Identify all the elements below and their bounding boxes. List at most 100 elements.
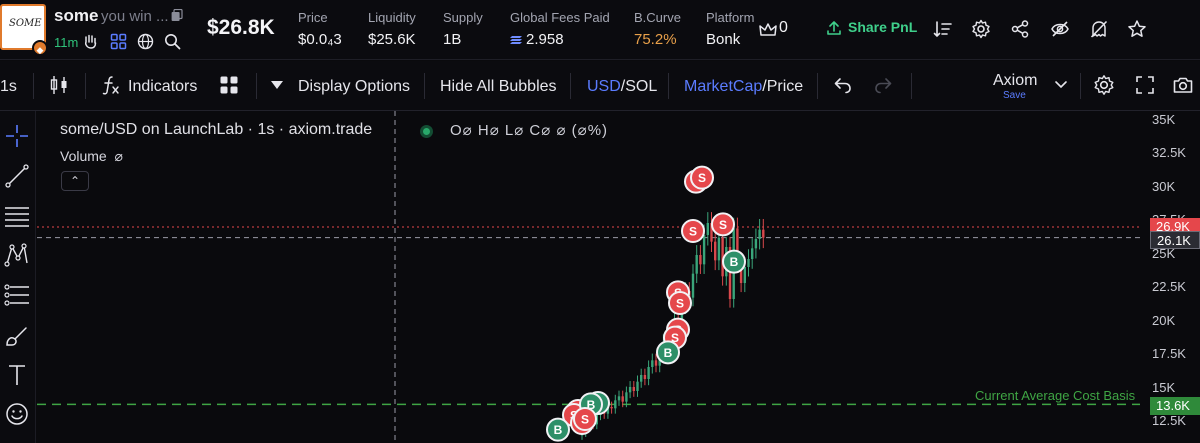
volume-label: Volume	[60, 148, 107, 164]
brush-icon[interactable]	[4, 323, 30, 349]
candles-icon[interactable]	[48, 74, 70, 96]
candle-body	[728, 247, 732, 299]
chart-settings-icon[interactable]	[1093, 74, 1115, 96]
sell-bubble[interactable]: S	[681, 219, 705, 243]
bubble-marker: B	[664, 346, 673, 360]
volume-legend: Volume ⌀	[60, 148, 123, 165]
stat-supply: Supply 1B	[443, 10, 483, 48]
camera-icon[interactable]	[1172, 74, 1194, 96]
indicators-button[interactable]: Indicators	[128, 78, 198, 95]
bubble-circle	[681, 219, 705, 243]
bubble-marker: S	[671, 331, 679, 345]
hand-icon[interactable]	[82, 33, 99, 50]
function-icon[interactable]	[100, 74, 122, 96]
y-tick-label: 15K	[1152, 380, 1176, 395]
metric-toggle[interactable]: MarketCap/Price	[684, 78, 803, 96]
layout-save[interactable]: Save	[1003, 90, 1026, 101]
bubble-marker: B	[587, 398, 596, 412]
horizontal-lines-icon[interactable]	[4, 203, 30, 229]
candle-body	[632, 387, 635, 391]
divider	[85, 73, 86, 99]
divider	[1080, 73, 1081, 99]
gear-icon[interactable]	[971, 19, 991, 39]
candle-body	[606, 407, 610, 414]
candle-body	[654, 360, 658, 366]
stat-value: 75.2%	[634, 31, 677, 48]
candle-body	[743, 267, 746, 283]
bubble-circle	[690, 165, 714, 190]
sell-bubble[interactable]: S	[668, 291, 692, 315]
eye-off-icon[interactable]	[1050, 19, 1070, 39]
y-tick-label: 30K	[1152, 179, 1176, 194]
price-axis[interactable]: 35K 32.5K 30K 27.5K 25K 22.5K 20K 17.5K …	[1140, 111, 1200, 443]
pattern-icon[interactable]	[4, 242, 30, 268]
sort-list-icon[interactable]	[933, 19, 953, 39]
candle-body	[762, 229, 765, 238]
sell-bubble[interactable]: S	[690, 165, 714, 190]
caret-down-icon[interactable]	[270, 79, 284, 91]
star-icon[interactable]	[1127, 19, 1147, 39]
text-tool-icon[interactable]	[4, 362, 30, 388]
stat-label: B.Curve	[634, 10, 681, 25]
token-avatar[interactable]: SOME ◆	[0, 4, 48, 56]
crosshair-icon[interactable]	[4, 123, 30, 149]
y-tick-label: 35K	[1152, 112, 1176, 127]
token-name: you win ...	[101, 8, 169, 25]
stat-price: Price $0.0₄3	[298, 10, 342, 48]
globe-icon[interactable]	[137, 33, 154, 50]
buy-bubble[interactable]: B	[722, 249, 746, 274]
candle-body	[754, 239, 758, 249]
stat-label: Supply	[443, 10, 483, 25]
fullscreen-icon[interactable]	[1134, 74, 1156, 96]
candle-body	[706, 223, 709, 235]
metric-price[interactable]: /Price	[762, 78, 804, 95]
currency-sol[interactable]: /SOL	[620, 78, 658, 95]
emoji-icon[interactable]	[4, 401, 30, 427]
layout-name[interactable]: Axiom	[993, 72, 1038, 89]
price-chart[interactable]: SSSSBSSSSBSSBBSSB some/USD on LaunchLab …	[37, 111, 1200, 443]
candle-body	[628, 387, 632, 393]
sell-bubble[interactable]: S	[711, 212, 735, 237]
crown-icon[interactable]	[758, 20, 778, 40]
search-icon[interactable]	[164, 33, 181, 50]
currency-usd[interactable]: USD	[587, 78, 621, 95]
share-pnl-button[interactable]: Share PnL	[848, 19, 918, 35]
hide-bubbles-button[interactable]: Hide All Bubbles	[440, 78, 557, 95]
interval-selector[interactable]: 1s	[0, 78, 17, 95]
metric-marketcap[interactable]: MarketCap	[684, 78, 763, 95]
candle-body	[614, 400, 617, 409]
bundle-icon[interactable]	[110, 33, 127, 50]
stat-label: Global Fees Paid	[510, 10, 610, 25]
market-cap-value: $26.8K	[207, 16, 275, 39]
collapse-legend-button[interactable]: ⌃	[61, 171, 89, 191]
chart-plot[interactable]: SSSSBSSSSBSSBBSSB	[37, 111, 1140, 443]
sell-bubble[interactable]: S	[573, 407, 597, 431]
divider	[668, 73, 669, 99]
currency-toggle[interactable]: USD/SOL	[587, 78, 657, 96]
share-icon[interactable]	[1010, 19, 1030, 39]
candle-body	[699, 255, 702, 265]
display-options-button[interactable]: Display Options	[298, 78, 411, 95]
buy-bubble[interactable]: B	[656, 340, 680, 365]
trend-line-icon[interactable]	[4, 163, 30, 189]
chevron-down-icon[interactable]	[1054, 79, 1068, 91]
fib-levels-icon[interactable]	[4, 282, 30, 308]
trade-bubbles[interactable]: SSSSBSSSSBSSBBSSB	[546, 165, 746, 442]
ghost-off-icon[interactable]	[1089, 19, 1109, 39]
stat-bonding-curve: B.Curve 75.2%	[634, 10, 681, 48]
live-status-dot	[420, 125, 433, 138]
copy-icon[interactable]	[171, 9, 183, 22]
candle-body	[710, 223, 713, 242]
stat-value-wrap: 2.958	[510, 31, 610, 48]
redo-icon[interactable]	[872, 74, 894, 96]
undo-icon[interactable]	[832, 74, 854, 96]
upload-icon[interactable]	[826, 20, 842, 36]
candle-body	[695, 255, 698, 274]
bubble-marker: B	[554, 423, 563, 437]
bubble-circle	[656, 340, 680, 365]
avg-cost-basis-label: Current Average Cost Basis	[975, 388, 1136, 403]
layout-grid-icon[interactable]	[218, 74, 240, 96]
buy-bubble[interactable]: B	[546, 417, 570, 442]
chart-legend-title: some/USD on LaunchLab · 1s · axiom.trade	[60, 121, 373, 138]
stat-label: Liquidity	[368, 10, 416, 25]
